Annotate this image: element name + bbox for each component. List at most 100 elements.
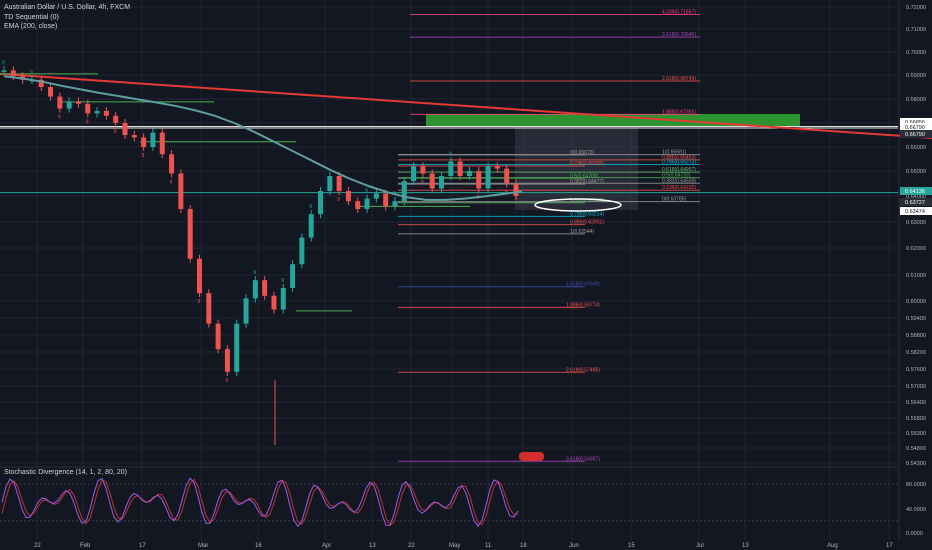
candle-body — [280, 288, 286, 310]
candle-body — [439, 176, 445, 189]
candle-body — [429, 173, 435, 189]
td-sequential-label[interactable]: TD Sequential (0) — [4, 13, 59, 21]
fib-level-label: 1.886(0.67361) — [662, 109, 696, 115]
td-count: 9 — [365, 189, 368, 195]
time-tick: Feb — [80, 543, 91, 549]
fib-level-label: 1.618(0.60549) — [566, 282, 600, 288]
fib-level-label: 0.618(0.64957) — [662, 167, 696, 173]
time-tick: 17 — [139, 543, 146, 549]
fib-level-label: 0.786(0.63214) — [570, 211, 604, 217]
price-tick: 0.61000 — [906, 273, 926, 279]
candle-body — [373, 193, 379, 199]
time-tick: 18 — [520, 543, 527, 549]
price-axis-bg — [899, 0, 932, 540]
stochastic-legend[interactable]: Stochastic Divergence (14, 1, 2, 80, 20) — [4, 469, 127, 476]
time-tick: 15 — [628, 543, 635, 549]
td-count: 9 — [505, 190, 508, 196]
fib-level-label: 1(0.65681) — [662, 150, 687, 156]
downtrend-line — [0, 72, 932, 139]
price-marker — [900, 207, 932, 215]
fib-level-label: 3.618(0.54357) — [566, 456, 600, 462]
price-tick: 0.66000 — [906, 145, 926, 151]
candle-body — [141, 137, 147, 147]
time-tick: 22 — [408, 543, 415, 549]
osc-tick: 0.0000 — [906, 531, 923, 537]
fib-level-label: 4.236(0.71657) — [662, 10, 696, 16]
flag-badge — [519, 452, 544, 461]
candle-body — [243, 298, 249, 324]
price-tick: 0.60000 — [906, 299, 926, 305]
td-count: 9 — [114, 129, 117, 135]
candle-body — [513, 183, 519, 196]
candle-body — [345, 191, 351, 202]
candle-body — [196, 258, 202, 294]
candle-body — [355, 201, 361, 209]
td-count: 9 — [197, 299, 200, 305]
td-count: 9 — [281, 278, 284, 284]
price-tick: 0.70000 — [906, 50, 926, 56]
candle-body — [466, 171, 472, 176]
time-tick: Mar — [198, 543, 208, 549]
candle-body — [448, 161, 454, 176]
td-count: 9 — [253, 270, 256, 276]
candle-body — [318, 191, 324, 215]
time-tick: Apr — [322, 543, 331, 549]
fib-level-label: 0(0.65673) — [570, 150, 595, 156]
candle-body — [38, 79, 44, 87]
time-tick: Jul — [696, 543, 704, 549]
candle-body — [150, 132, 156, 147]
candle-body — [299, 237, 305, 265]
symbol-title[interactable]: Australian Dollar / U.S. Dollar, 4h, FXC… — [4, 4, 131, 11]
candle-body — [131, 135, 137, 138]
candle-body — [85, 103, 91, 114]
candle-body — [57, 96, 63, 109]
fib-level-label: 0.382(0.64509) — [662, 178, 696, 184]
price-tick: 0.65000 — [906, 169, 926, 175]
candle-body — [336, 176, 342, 191]
osc-tick: 80.0000 — [906, 482, 926, 488]
candle-body — [10, 70, 16, 77]
td-count: 9 — [142, 153, 145, 159]
td-count: 9 — [421, 180, 424, 186]
candle-body — [234, 323, 240, 372]
td-count: 9 — [58, 115, 61, 121]
price-marker — [900, 198, 932, 206]
price-marker — [900, 123, 932, 131]
price-tick: 0.55300 — [906, 431, 926, 437]
candle-body — [494, 166, 500, 169]
price-tick: 0.57000 — [906, 384, 926, 390]
ema-line — [3, 75, 523, 201]
fib-level-label: 0.786(0.65273) — [662, 159, 696, 165]
price-tick: 0.59400 — [906, 316, 926, 322]
price-marker-label: 0.64136 — [905, 189, 925, 195]
price-marker-label: 0.63727 — [905, 200, 925, 206]
price-tick: 0.71000 — [906, 27, 926, 33]
price-tick: 0.64000 — [906, 194, 926, 200]
fib-level-label: 1.886(0.59774) — [566, 302, 600, 308]
candle-body — [476, 171, 482, 189]
td-count: 9 — [225, 378, 228, 384]
time-tick: Jun — [569, 543, 579, 549]
fib-level-label: 0.618(0.63739) — [570, 198, 604, 204]
fib-level-label: 0.382(0.64477) — [570, 179, 604, 185]
time-tick: 11 — [485, 543, 492, 549]
highlight-ellipse — [534, 198, 622, 212]
candle-body — [206, 293, 212, 324]
price-marker — [900, 130, 932, 138]
td-count: 9 — [86, 119, 89, 125]
time-tick: 16 — [255, 543, 262, 549]
fib-level-label: 0.886(0.62901) — [570, 220, 604, 226]
price-tick: 0.62000 — [906, 246, 926, 252]
candle-body — [113, 115, 119, 123]
fib-level-label: 0.5(0.64733) — [662, 173, 691, 179]
candle-body — [271, 295, 277, 310]
price-marker — [900, 118, 932, 126]
candle-body — [485, 166, 491, 189]
ema-label[interactable]: EMA (200, close) — [4, 23, 58, 30]
time-tick: 13 — [742, 543, 749, 549]
candle-body — [411, 166, 417, 181]
osc-tick: 40.0000 — [906, 507, 926, 513]
projection-box — [515, 126, 638, 210]
candle-body — [178, 173, 184, 209]
